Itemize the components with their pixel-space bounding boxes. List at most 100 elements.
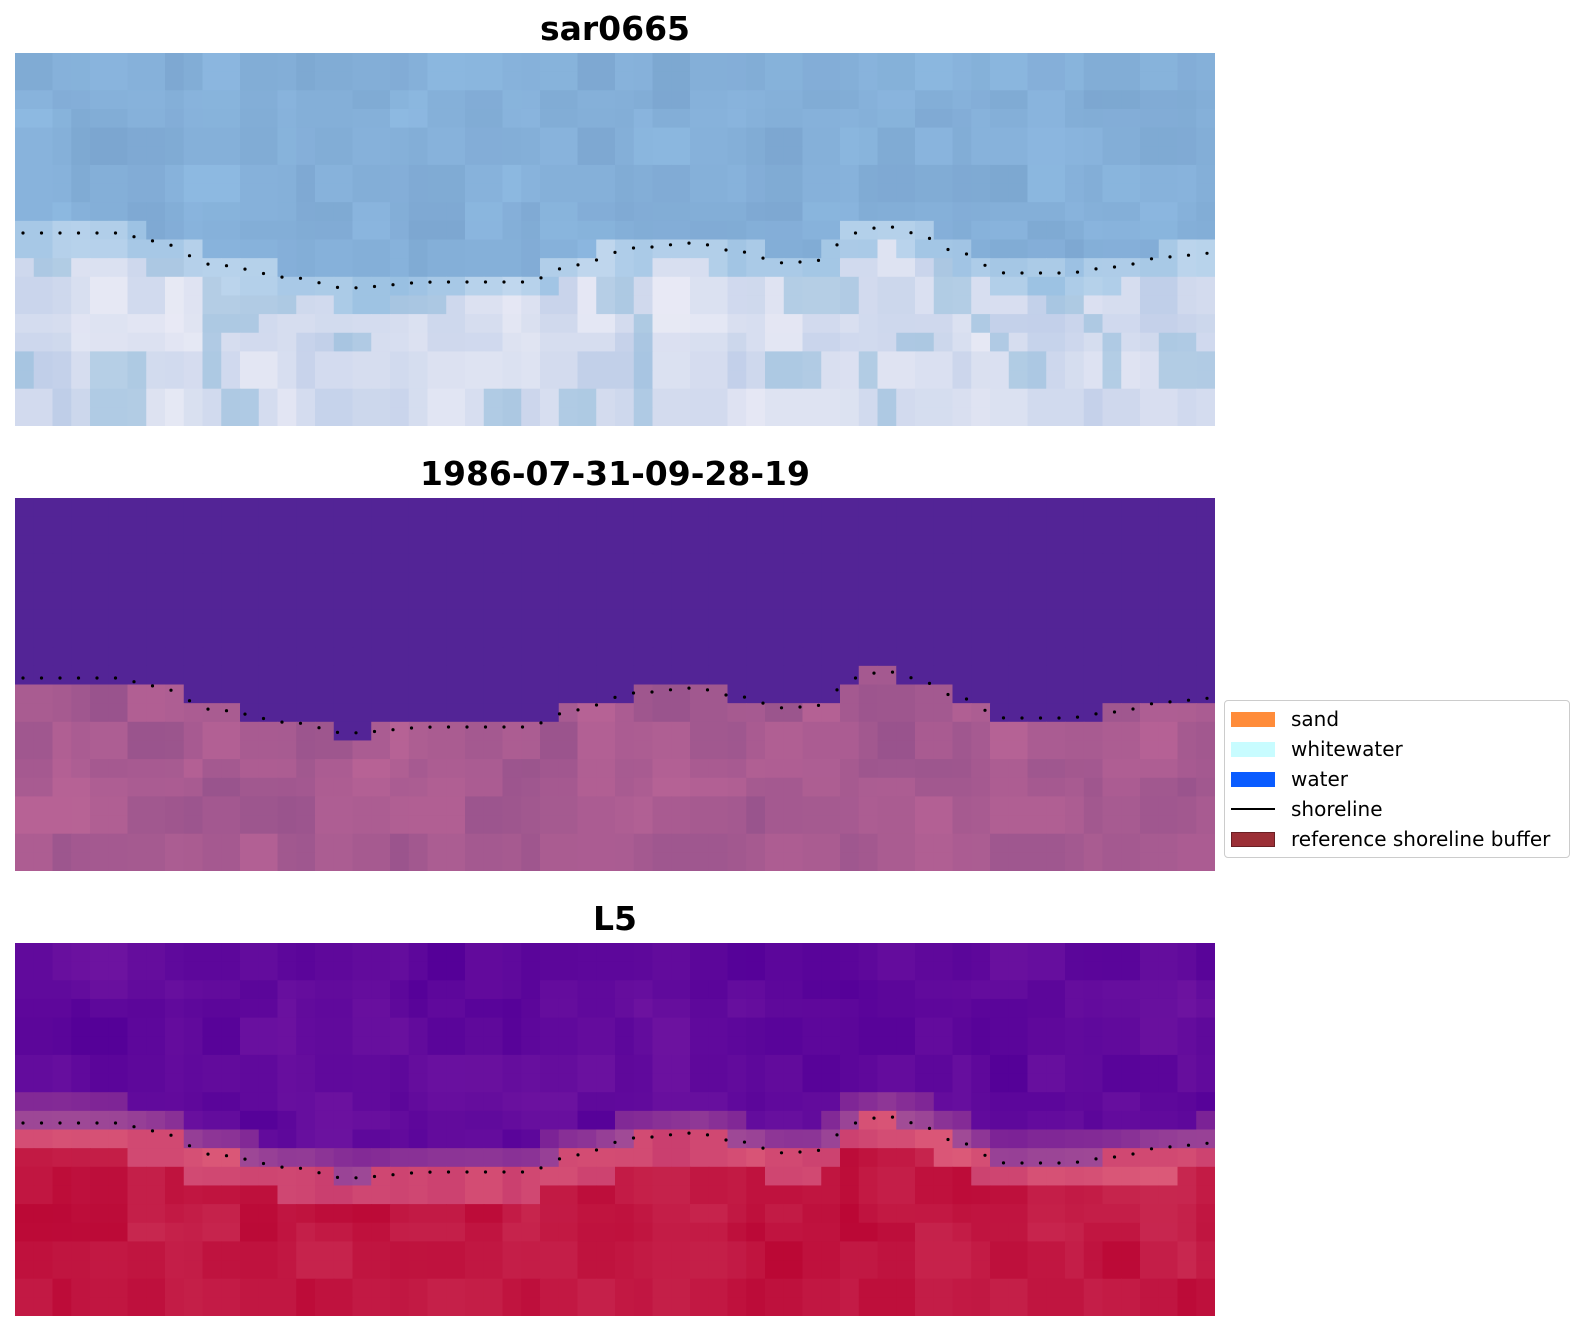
raster-pixel: [990, 1166, 1010, 1187]
raster-pixel: [540, 609, 560, 630]
shoreline-point: [1149, 1147, 1154, 1151]
raster-pixel: [52, 1129, 72, 1149]
raster-pixel: [71, 53, 91, 73]
raster-pixel: [202, 1185, 222, 1205]
raster-pixel: [858, 553, 879, 574]
raster-pixel: [1158, 1297, 1179, 1316]
raster-pixel: [1027, 943, 1047, 963]
raster-pixel: [971, 127, 991, 147]
raster-pixel: [15, 1297, 35, 1316]
raster-pixel: [1027, 127, 1047, 147]
raster-pixel: [258, 591, 279, 611]
raster-pixel: [1065, 220, 1085, 241]
raster-pixel: [1140, 980, 1160, 1000]
shoreline-point: [890, 225, 895, 229]
raster-pixel: [202, 943, 222, 963]
raster-pixel: [952, 1241, 972, 1261]
raster-pixel: [127, 314, 147, 334]
raster-pixel: [521, 498, 541, 518]
raster-pixel: [558, 1241, 579, 1261]
raster-pixel: [971, 276, 991, 297]
raster-pixel: [971, 370, 991, 390]
raster-pixel: [765, 1054, 785, 1075]
raster-pixel: [202, 1297, 222, 1316]
raster-pixel: [1008, 53, 1029, 73]
raster-pixel: [727, 388, 747, 408]
raster-pixel: [915, 759, 935, 779]
raster-pixel: [1065, 53, 1085, 73]
raster-pixel: [240, 628, 260, 648]
raster-pixel: [596, 183, 616, 203]
raster-pixel: [221, 1129, 241, 1149]
raster-pixel: [971, 703, 991, 723]
raster-pixel: [202, 351, 222, 371]
raster-pixel: [352, 146, 372, 166]
raster-pixel: [877, 239, 897, 259]
raster-pixel: [1196, 1054, 1215, 1075]
raster-pixel: [127, 202, 147, 222]
raster-pixel: [502, 183, 522, 203]
shoreline-point: [58, 1121, 62, 1125]
raster-pixel: [596, 276, 616, 297]
raster-pixel: [483, 1073, 504, 1093]
raster-pixel: [1027, 628, 1047, 648]
raster-pixel: [90, 71, 110, 91]
raster-pixel: [240, 258, 260, 278]
raster-pixel: [1102, 1204, 1122, 1224]
raster-pixel: [427, 628, 447, 648]
raster-pixel: [390, 1204, 410, 1224]
raster-pixel: [333, 721, 354, 742]
raster-pixel: [15, 90, 35, 110]
raster-pixel: [858, 572, 879, 592]
raster-pixel: [596, 591, 616, 611]
raster-pixel: [652, 852, 672, 871]
raster-pixel: [896, 759, 916, 779]
raster-pixel: [483, 721, 504, 742]
raster-pixel: [540, 276, 560, 297]
raster-pixel: [446, 535, 466, 555]
classified-image-panel: [15, 498, 1215, 871]
raster-pixel: [896, 833, 916, 853]
raster-pixel: [277, 332, 297, 352]
raster-pixel: [258, 684, 279, 704]
raster-pixel: [240, 71, 260, 91]
raster-pixel: [596, 998, 616, 1019]
raster-pixel: [540, 146, 560, 166]
raster-pixel: [1158, 351, 1179, 371]
raster-pixel: [708, 535, 729, 555]
raster-pixel: [1008, 1148, 1029, 1168]
raster-pixel: [240, 961, 260, 981]
raster-pixel: [633, 258, 654, 278]
raster-pixel: [1121, 71, 1141, 91]
raster-pixel: [615, 647, 635, 667]
raster-pixel: [146, 1092, 166, 1112]
raster-pixel: [1046, 332, 1066, 352]
raster-pixel: [221, 721, 241, 742]
raster-pixel: [558, 684, 579, 704]
raster-pixel: [952, 553, 972, 574]
raster-pixel: [71, 108, 91, 129]
raster-pixel: [296, 852, 316, 871]
raster-pixel: [690, 71, 710, 91]
raster-pixel: [1065, 1054, 1085, 1075]
raster-pixel: [390, 239, 410, 259]
raster-pixel: [577, 1260, 597, 1280]
raster-pixel: [633, 961, 654, 981]
raster-pixel: [1158, 127, 1179, 147]
raster-pixel: [333, 684, 354, 704]
raster-pixel: [633, 351, 654, 371]
shoreline-point: [724, 693, 728, 697]
shoreline-point: [927, 236, 932, 240]
raster-pixel: [1083, 647, 1104, 667]
raster-pixel: [465, 314, 485, 334]
raster-pixel: [633, 314, 654, 334]
raster-pixel: [71, 1073, 91, 1093]
shoreline-point: [372, 1174, 377, 1179]
raster-pixel: [183, 258, 204, 278]
raster-pixel: [1083, 53, 1104, 73]
raster-pixel: [783, 1092, 804, 1112]
raster-pixel: [1046, 1185, 1066, 1205]
raster-pixel: [915, 498, 935, 518]
shoreline-point: [1205, 251, 1209, 255]
raster-pixel: [783, 1148, 804, 1168]
